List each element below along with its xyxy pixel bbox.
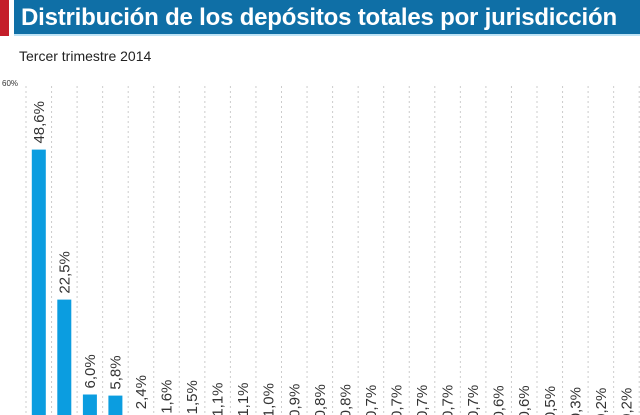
bar-value-label: 2,4%: [133, 375, 150, 409]
bar-value-label: 1,5%: [184, 380, 201, 414]
bar-value-label: 0,9%: [286, 384, 303, 415]
bar: [31, 149, 46, 415]
bar-value-label: 0,8%: [337, 384, 354, 415]
bar-value-label: 1,1%: [210, 382, 227, 415]
bar-value-label: 0,7%: [440, 385, 457, 415]
bar: [57, 299, 72, 415]
bar-value-label: 0,2%: [593, 388, 610, 415]
bar-value-label: 1,6%: [159, 380, 176, 414]
bar: [108, 395, 123, 415]
bar-value-label: 0,2%: [618, 388, 635, 415]
bar-value-label: 6,0%: [82, 354, 99, 388]
bar-value-label: 0,7%: [465, 385, 482, 415]
bar-value-label: 0,8%: [312, 384, 329, 415]
chart-subtitle: Tercer trimestre 2014: [19, 48, 152, 64]
chart-title: Distribución de los depósitos totales po…: [21, 4, 617, 31]
bar-value-label: 0,6%: [491, 385, 508, 415]
bar-value-label: 0,7%: [414, 385, 431, 415]
bar-value-label: 0,7%: [363, 385, 380, 415]
accent-red-bar: [0, 0, 9, 36]
bar: [82, 394, 97, 415]
bar-value-label: 0,5%: [542, 386, 559, 415]
y-tick-label-60: 60%: [2, 79, 19, 88]
bar-value-label: 1,0%: [261, 383, 278, 415]
bar-value-label: 0,3%: [567, 387, 584, 415]
bar-value-label: 5,8%: [107, 355, 124, 389]
bar-value-label: 22,5%: [56, 251, 73, 294]
bar-value-label: 48,6%: [31, 101, 48, 144]
title-banner: Distribución de los depósitos totales po…: [14, 0, 640, 36]
bar-value-label: 0,6%: [516, 385, 533, 415]
bar-value-label: 0,7%: [388, 385, 405, 415]
bar-value-label: 1,1%: [235, 382, 252, 415]
